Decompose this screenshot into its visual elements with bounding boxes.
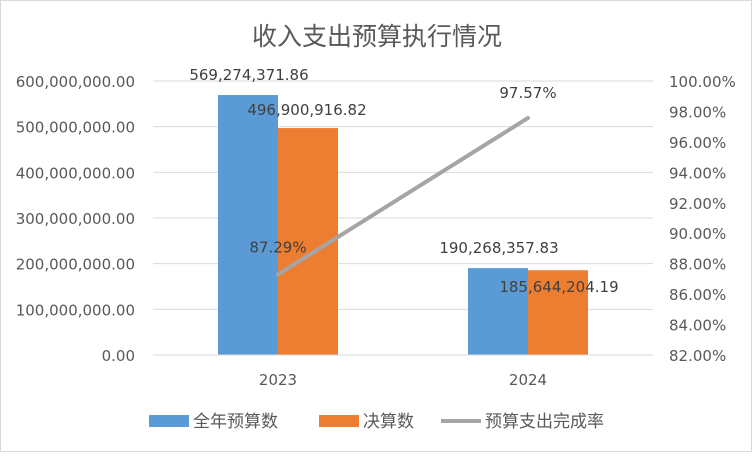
right-axis-tick-label: 88.00% bbox=[669, 256, 726, 274]
right-axis-tick-label: 90.00% bbox=[669, 225, 726, 243]
right-axis: 82.00% 84.00% 86.00% 88.00% 90.00% 92.00% 94.0… bbox=[669, 73, 736, 365]
left-axis: 0.00 100,000,000.00 200,000,000.00 300,000,… bbox=[16, 73, 135, 365]
bar-data-label: 185,644,204.19 bbox=[499, 278, 618, 296]
left-axis-tick-label: 400,000,000.00 bbox=[16, 164, 135, 182]
left-axis-tick-label: 300,000,000.00 bbox=[16, 210, 135, 228]
right-axis-tick-label: 100.00% bbox=[669, 73, 736, 91]
legend-label: 全年预算数 bbox=[193, 412, 278, 432]
right-axis-tick-label: 82.00% bbox=[669, 347, 726, 365]
left-axis-tick-label: 200,000,000.00 bbox=[16, 256, 135, 274]
completion-rate-line bbox=[276, 115, 530, 277]
legend-swatch bbox=[319, 415, 359, 427]
bar-budget bbox=[468, 268, 528, 355]
legend-swatch bbox=[149, 415, 189, 427]
line-series bbox=[276, 115, 530, 277]
right-axis-tick-label: 96.00% bbox=[669, 134, 726, 152]
legend-label: 预算支出完成率 bbox=[485, 412, 604, 432]
bar-data-label: 569,274,371.86 bbox=[189, 66, 308, 84]
x-axis: 2023 2024 bbox=[153, 354, 653, 389]
right-axis-tick-label: 86.00% bbox=[669, 286, 726, 304]
right-axis-tick-label: 92.00% bbox=[669, 195, 726, 213]
left-axis-tick-label: 500,000,000.00 bbox=[16, 119, 135, 137]
line-data-label: 87.29% bbox=[249, 238, 306, 256]
bar-series bbox=[218, 95, 588, 355]
bar-budget bbox=[218, 95, 278, 355]
data-labels: 569,274,371.86 190,268,357.83 496,900,916.… bbox=[189, 66, 618, 296]
bar-data-label: 190,268,357.83 bbox=[439, 239, 558, 257]
line-data-label: 97.57% bbox=[499, 84, 556, 102]
bar-actual bbox=[528, 270, 588, 355]
x-axis-tick-label: 2024 bbox=[509, 371, 547, 389]
left-axis-tick-label: 0.00 bbox=[102, 347, 135, 365]
bar-data-label: 496,900,916.82 bbox=[247, 101, 366, 119]
right-axis-tick-label: 94.00% bbox=[669, 164, 726, 182]
right-axis-tick-label: 84.00% bbox=[669, 317, 726, 335]
right-axis-tick-label: 98.00% bbox=[669, 103, 726, 121]
chart-title: 收入支出预算执行情况 bbox=[252, 22, 502, 51]
left-axis-tick-label: 100,000,000.00 bbox=[16, 301, 135, 319]
legend: 全年预算数 决算数 预算支出完成率 bbox=[149, 412, 604, 432]
left-axis-tick-label: 600,000,000.00 bbox=[16, 73, 135, 91]
legend-label: 决算数 bbox=[363, 412, 414, 432]
x-axis-tick-label: 2023 bbox=[259, 371, 297, 389]
